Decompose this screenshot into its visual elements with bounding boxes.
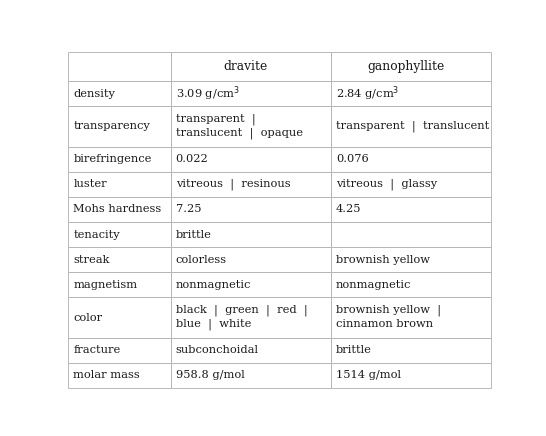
Text: black  |  green  |  red  |: black | green | red | — [176, 305, 307, 317]
Bar — [171, 106, 331, 147]
Text: 0.076: 0.076 — [336, 154, 369, 164]
Text: 2.84 g/cm$^3$: 2.84 g/cm$^3$ — [336, 84, 400, 103]
Text: transparent  |: transparent | — [176, 114, 256, 125]
Text: colorless: colorless — [176, 255, 227, 265]
Bar — [331, 363, 491, 388]
Bar — [331, 106, 491, 147]
Bar — [331, 147, 491, 172]
Bar — [68, 222, 171, 247]
Bar — [171, 172, 331, 197]
Text: cinnamon brown: cinnamon brown — [336, 320, 433, 330]
Bar — [331, 172, 491, 197]
Bar — [331, 222, 491, 247]
Bar — [171, 297, 331, 338]
Bar — [68, 197, 171, 222]
Text: streak: streak — [73, 255, 110, 265]
Text: blue  |  white: blue | white — [176, 319, 251, 330]
Text: vitreous  |  glassy: vitreous | glassy — [336, 179, 437, 190]
Bar — [68, 52, 171, 81]
Bar — [68, 172, 171, 197]
Text: 1514 g/mol: 1514 g/mol — [336, 371, 401, 381]
Bar — [68, 81, 171, 106]
Bar — [171, 52, 331, 81]
Text: nonmagnetic: nonmagnetic — [336, 280, 412, 290]
Bar — [171, 147, 331, 172]
Text: tenacity: tenacity — [73, 230, 120, 239]
Text: birefringence: birefringence — [73, 154, 152, 164]
Text: color: color — [73, 313, 103, 323]
Text: fracture: fracture — [73, 345, 121, 355]
Bar — [171, 81, 331, 106]
Text: luster: luster — [73, 179, 107, 189]
Bar — [171, 272, 331, 297]
Bar — [331, 197, 491, 222]
Text: brownish yellow: brownish yellow — [336, 255, 430, 265]
Text: transparency: transparency — [73, 122, 150, 132]
Bar — [331, 272, 491, 297]
Bar — [171, 222, 331, 247]
Bar — [68, 247, 171, 272]
Bar — [68, 147, 171, 172]
Text: brittle: brittle — [336, 345, 372, 355]
Text: ganophyllite: ganophyllite — [367, 60, 445, 73]
Bar — [68, 297, 171, 338]
Text: magnetism: magnetism — [73, 280, 138, 290]
Text: 7.25: 7.25 — [176, 204, 201, 215]
Bar — [68, 106, 171, 147]
Bar — [331, 247, 491, 272]
Text: 0.022: 0.022 — [176, 154, 209, 164]
Bar — [171, 197, 331, 222]
Text: subconchoidal: subconchoidal — [176, 345, 259, 355]
Text: Mohs hardness: Mohs hardness — [73, 204, 162, 215]
Text: vitreous  |  resinous: vitreous | resinous — [176, 179, 290, 190]
Text: transparent  |  translucent: transparent | translucent — [336, 121, 489, 132]
Text: brownish yellow  |: brownish yellow | — [336, 305, 441, 317]
Text: dravite: dravite — [224, 60, 268, 73]
Text: brittle: brittle — [176, 230, 212, 239]
Text: density: density — [73, 89, 115, 99]
Bar — [331, 297, 491, 338]
Bar — [171, 363, 331, 388]
Bar — [331, 81, 491, 106]
Bar — [68, 363, 171, 388]
Bar — [171, 247, 331, 272]
Text: translucent  |  opaque: translucent | opaque — [176, 128, 302, 139]
Bar — [331, 52, 491, 81]
Bar — [171, 338, 331, 363]
Text: molar mass: molar mass — [73, 371, 140, 381]
Bar — [331, 338, 491, 363]
Text: nonmagnetic: nonmagnetic — [176, 280, 251, 290]
Bar — [68, 272, 171, 297]
Text: 958.8 g/mol: 958.8 g/mol — [176, 371, 245, 381]
Text: 4.25: 4.25 — [336, 204, 361, 215]
Text: 3.09 g/cm$^3$: 3.09 g/cm$^3$ — [176, 84, 240, 103]
Bar — [68, 338, 171, 363]
